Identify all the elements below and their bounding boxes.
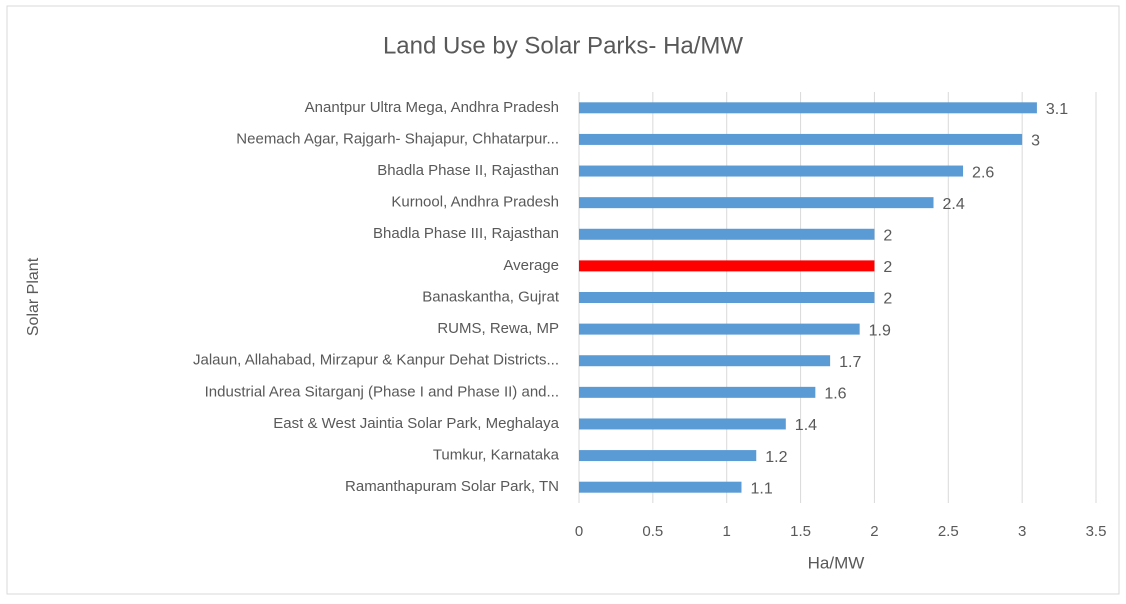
bar xyxy=(579,102,1037,114)
bar xyxy=(579,418,786,430)
bar xyxy=(579,292,875,303)
chart-frame xyxy=(6,5,1120,595)
y-tick-label: Kurnool, Andhra Pradesh xyxy=(391,194,559,211)
data-label: 2 xyxy=(883,227,892,244)
y-tick-label: Banaskantha, Gujrat xyxy=(422,288,560,305)
bar xyxy=(579,197,934,209)
y-tick-label: Average xyxy=(503,257,559,274)
bar xyxy=(579,355,831,367)
y-tick-label: Neemach Agar, Rajgarh- Shajapur, Chhatar… xyxy=(236,130,559,147)
data-label: 2 xyxy=(883,259,892,276)
chart-title: Land Use by Solar Parks- Ha/MW xyxy=(383,32,743,59)
bar xyxy=(579,260,875,272)
y-tick-label: RUMS, Rewa, MP xyxy=(437,320,559,337)
y-tick-label: Jalaun, Allahabad, Mirzapur & Kanpur Deh… xyxy=(193,352,559,369)
x-tick-label: 0.5 xyxy=(642,523,663,540)
data-label: 2.4 xyxy=(943,196,965,213)
bar xyxy=(579,323,860,335)
x-tick-label: 1.5 xyxy=(790,523,811,540)
bar xyxy=(579,165,964,177)
data-label: 3 xyxy=(1031,133,1040,150)
data-label: 1.9 xyxy=(869,322,891,339)
data-label: 3.1 xyxy=(1046,101,1068,118)
data-label: 2.6 xyxy=(972,164,994,181)
x-tick-label: 3.5 xyxy=(1086,523,1107,540)
bar xyxy=(579,133,1023,145)
y-tick-label: Industrial Area Sitarganj (Phase I and P… xyxy=(205,383,559,400)
data-label: 1.1 xyxy=(750,480,772,497)
data-label: 2 xyxy=(883,291,892,308)
x-tick-label: 2.5 xyxy=(938,523,959,540)
y-tick-label: Anantpur Ultra Mega, Andhra Pradesh xyxy=(305,99,559,116)
data-label: 1.7 xyxy=(839,354,861,371)
data-label: 1.6 xyxy=(824,386,846,403)
x-tick-label: 1 xyxy=(723,523,731,540)
bar xyxy=(579,481,742,493)
data-label: 1.2 xyxy=(765,449,787,466)
bar xyxy=(579,228,875,240)
x-tick-label: 0 xyxy=(575,523,583,540)
bar xyxy=(579,386,816,398)
y-tick-label: Bhadla Phase III, Rajasthan xyxy=(373,225,559,242)
x-tick-label: 2 xyxy=(870,523,878,540)
data-label: 1.4 xyxy=(795,417,817,434)
y-axis-title: Solar Plant xyxy=(25,257,42,336)
y-tick-label: Bhadla Phase II, Rajasthan xyxy=(377,162,559,179)
y-tick-label: Tumkur, Karnataka xyxy=(433,447,560,464)
x-axis-title: Ha/MW xyxy=(808,553,865,572)
bar xyxy=(579,450,757,462)
y-tick-label: Ramanthapuram Solar Park, TN xyxy=(345,478,559,495)
x-tick-label: 3 xyxy=(1018,523,1026,540)
y-tick-label: East & West Jaintia Solar Park, Meghalay… xyxy=(273,415,559,432)
